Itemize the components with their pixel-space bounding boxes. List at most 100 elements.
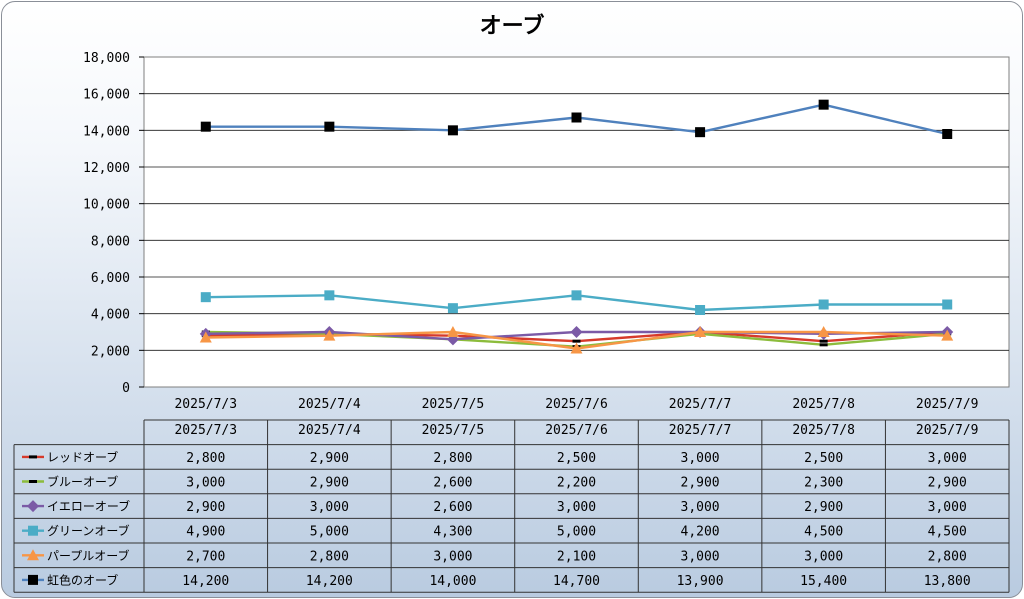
table-cell: 3,000 xyxy=(928,451,967,466)
table-cell: 3,000 xyxy=(804,549,843,564)
data-point xyxy=(819,339,828,343)
table-cell: 2,800 xyxy=(310,549,349,564)
table-cell: 3,000 xyxy=(186,476,225,491)
table-cell: 14,200 xyxy=(306,574,353,589)
y-tick-label: 6,000 xyxy=(91,271,130,286)
table-cell: 2,900 xyxy=(681,476,720,491)
y-tick-label: 4,000 xyxy=(91,308,130,323)
data-point xyxy=(819,343,828,347)
data-point xyxy=(818,299,829,310)
table-cell: 3,000 xyxy=(433,549,472,564)
series-5 xyxy=(199,326,954,354)
table-cell: 3,000 xyxy=(928,500,967,515)
y-tick-label: 8,000 xyxy=(91,234,130,249)
table-header-cell: 2025/7/4 xyxy=(298,423,361,438)
y-tick-label: 10,000 xyxy=(83,198,130,213)
y-tick-label: 12,000 xyxy=(83,161,130,176)
table-cell: 2,900 xyxy=(804,500,843,515)
data-point xyxy=(941,329,954,341)
data-point xyxy=(695,127,706,138)
table-cell: 2,800 xyxy=(186,451,225,466)
legend-series-name: レッドオーブ xyxy=(47,449,118,464)
table-header-cell: 2025/7/3 xyxy=(174,423,237,438)
table-cell: 3,000 xyxy=(310,500,349,515)
table-cell: 3,000 xyxy=(681,451,720,466)
series-4 xyxy=(200,290,953,315)
data-point xyxy=(571,290,582,301)
table-cell: 2,900 xyxy=(310,451,349,466)
table-cell: 2,900 xyxy=(928,476,967,491)
data-point xyxy=(694,326,707,337)
y-tick-label: 14,000 xyxy=(83,124,130,139)
table-cell: 2,700 xyxy=(186,549,225,564)
table-cell: 2,100 xyxy=(557,549,596,564)
data-point xyxy=(942,299,953,310)
table-header-cell: 2025/7/7 xyxy=(669,423,732,438)
table-cell: 14,000 xyxy=(429,574,476,589)
table-cell: 4,500 xyxy=(804,525,843,540)
legend-key-marker xyxy=(28,574,38,585)
data-point xyxy=(199,331,212,343)
data-point xyxy=(200,292,211,303)
table-cell: 3,000 xyxy=(557,500,596,515)
data-point xyxy=(570,342,583,354)
data-point xyxy=(446,326,459,337)
table-cell: 2,900 xyxy=(310,476,349,491)
table-cell: 2,200 xyxy=(557,476,596,491)
data-point xyxy=(817,326,830,337)
table-cell: 3,000 xyxy=(681,549,720,564)
data-point xyxy=(324,121,335,132)
table-cell: 2,900 xyxy=(186,500,225,515)
table-cell: 13,800 xyxy=(924,574,971,589)
legend-series-name: イエローオーブ xyxy=(47,499,130,514)
table-cell: 4,200 xyxy=(681,525,720,540)
x-tick-label: 2025/7/9 xyxy=(916,397,979,412)
y-tick-label: 2,000 xyxy=(91,344,130,359)
x-tick-label: 2025/7/4 xyxy=(298,397,361,412)
y-tick-label: 0 xyxy=(122,381,130,396)
data-point xyxy=(324,290,335,301)
table-cell: 2,600 xyxy=(433,476,472,491)
table-cell: 2,800 xyxy=(433,451,472,466)
legend-key-marker xyxy=(28,525,38,536)
table-cell: 14,700 xyxy=(553,574,600,589)
table-cell: 14,200 xyxy=(182,574,229,589)
table-header-cell: 2025/7/6 xyxy=(545,423,608,438)
x-tick-label: 2025/7/8 xyxy=(792,397,855,412)
y-tick-label: 16,000 xyxy=(83,88,130,103)
table-header-cell: 2025/7/8 xyxy=(792,423,855,438)
legend-key-marker xyxy=(29,480,37,483)
table-cell: 2,600 xyxy=(433,500,472,515)
x-tick-label: 2025/7/7 xyxy=(669,397,732,412)
table-cell: 13,900 xyxy=(677,574,724,589)
table-header-cell: 2025/7/9 xyxy=(916,423,979,438)
table-header-cell: 2025/7/5 xyxy=(422,423,485,438)
data-point xyxy=(695,305,706,315)
data-point xyxy=(570,326,583,338)
table-cell: 2,500 xyxy=(804,451,843,466)
legend-series-name: パープルオーブ xyxy=(47,548,130,563)
data-point xyxy=(818,99,829,110)
table-cell: 3,000 xyxy=(681,500,720,515)
data-point xyxy=(571,112,582,123)
legend-series-name: ブルーオーブ xyxy=(47,474,118,489)
table-cell: 4,500 xyxy=(928,525,967,540)
legend-key-marker xyxy=(29,455,37,459)
data-table: 2025/7/3 2025/7/4 2025/7/5 2025/7/6 2025/7/7… xyxy=(13,419,1010,593)
table-cell: 4,300 xyxy=(433,525,472,540)
legend-key-marker xyxy=(27,500,39,513)
table-cell: 5,000 xyxy=(557,525,596,540)
table-cell: 4,900 xyxy=(186,525,225,540)
x-tick-label: 2025/7/5 xyxy=(422,397,485,412)
table-cell: 2,500 xyxy=(557,451,596,466)
x-tick-label: 2025/7/3 xyxy=(174,397,237,412)
data-point xyxy=(447,125,458,136)
chart-title: オーブ xyxy=(479,14,545,39)
data-point xyxy=(572,339,581,343)
legend-series-name: 虹色のオーブ xyxy=(47,572,118,587)
table-cell: 2,300 xyxy=(804,476,843,491)
x-tick-label: 2025/7/6 xyxy=(545,397,608,412)
data-point xyxy=(323,329,336,341)
series-6 xyxy=(200,99,953,139)
